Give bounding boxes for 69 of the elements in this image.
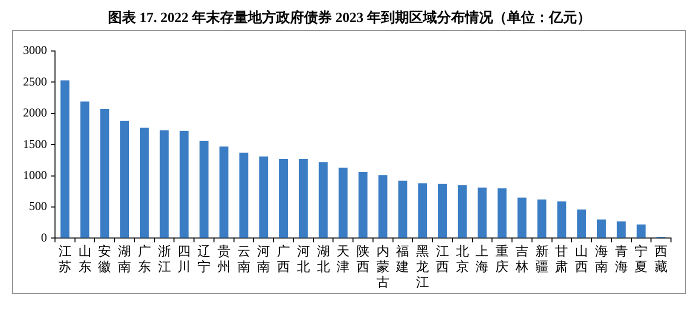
x-tick-label: 青海 bbox=[614, 243, 628, 274]
y-tick-label: 2000 bbox=[23, 106, 47, 120]
x-tick-label: 宁夏 bbox=[634, 243, 648, 274]
x-tick-label: 西藏 bbox=[654, 243, 668, 274]
bar bbox=[458, 185, 467, 238]
y-tick-label: 500 bbox=[29, 199, 47, 214]
x-tick-label: 广东 bbox=[138, 243, 151, 274]
y-tick-label: 3000 bbox=[23, 43, 47, 58]
bar bbox=[358, 172, 368, 238]
x-tick-label: 黑龙江 bbox=[416, 243, 430, 290]
bar bbox=[557, 201, 566, 238]
x-tick-label: 陕西 bbox=[356, 243, 370, 274]
bar bbox=[259, 156, 268, 238]
x-tick-label: 广西 bbox=[277, 243, 290, 274]
bar bbox=[478, 188, 487, 238]
bar bbox=[577, 209, 586, 238]
x-tick-label: 辽宁 bbox=[198, 243, 211, 274]
y-tick-label: 1500 bbox=[23, 136, 47, 151]
x-tick-label: 河南 bbox=[257, 243, 270, 274]
bar bbox=[60, 80, 70, 238]
x-tick-label: 福建 bbox=[395, 243, 410, 274]
bar bbox=[279, 158, 288, 238]
x-tick-label: 吉林 bbox=[514, 243, 528, 274]
x-tick-label: 内蒙古 bbox=[376, 243, 390, 290]
y-tick-label: 0 bbox=[41, 230, 47, 244]
x-tick-label: 新疆 bbox=[535, 243, 548, 274]
x-tick-label: 江苏 bbox=[58, 243, 72, 274]
bar bbox=[239, 152, 248, 238]
bar bbox=[298, 158, 308, 238]
x-tick-label: 河北 bbox=[296, 243, 310, 274]
x-tick-label: 浙江 bbox=[158, 243, 171, 274]
x-tick-label: 山东 bbox=[78, 243, 92, 274]
x-tick-label: 北京 bbox=[456, 243, 469, 274]
x-tick-label: 天津 bbox=[336, 243, 350, 274]
bar bbox=[438, 184, 447, 238]
bar bbox=[219, 146, 228, 238]
bar bbox=[120, 120, 130, 238]
bar bbox=[378, 175, 388, 238]
y-tick-label: 1000 bbox=[23, 168, 47, 182]
x-tick-label: 安徽 bbox=[98, 243, 112, 274]
x-tick-label: 江西 bbox=[436, 243, 449, 274]
x-tick-label: 上海 bbox=[476, 243, 489, 274]
x-tick-label: 湖北 bbox=[316, 243, 330, 274]
bar bbox=[596, 219, 606, 238]
y-tick-label: 2500 bbox=[23, 74, 47, 88]
bar bbox=[180, 130, 189, 238]
x-tick-label: 云南 bbox=[237, 243, 250, 274]
x-tick-label: 甘肃 bbox=[555, 243, 568, 274]
bar bbox=[200, 140, 209, 238]
bar bbox=[498, 188, 507, 238]
x-tick-label: 四川 bbox=[178, 243, 191, 274]
bar bbox=[140, 128, 149, 238]
x-tick-label: 湖南 bbox=[118, 243, 132, 274]
bar bbox=[160, 130, 169, 238]
x-tick-label: 海南 bbox=[594, 243, 608, 274]
bar bbox=[636, 224, 646, 238]
bar bbox=[80, 102, 90, 238]
x-tick-label: 重庆 bbox=[496, 243, 509, 274]
bar bbox=[398, 180, 408, 238]
bar bbox=[616, 221, 626, 238]
bar bbox=[338, 168, 348, 238]
chart-title: 图表 17. 2022 年末存量地方政府债券 2023 年到期区域分布情况（单位：亿元） bbox=[107, 8, 592, 28]
x-tick-label: 贵州 bbox=[217, 243, 230, 274]
x-tick-label: 山西 bbox=[575, 243, 588, 274]
bar bbox=[418, 183, 428, 238]
bar bbox=[517, 198, 526, 238]
bar bbox=[100, 109, 110, 238]
bar bbox=[318, 162, 328, 238]
bar bbox=[537, 200, 546, 238]
